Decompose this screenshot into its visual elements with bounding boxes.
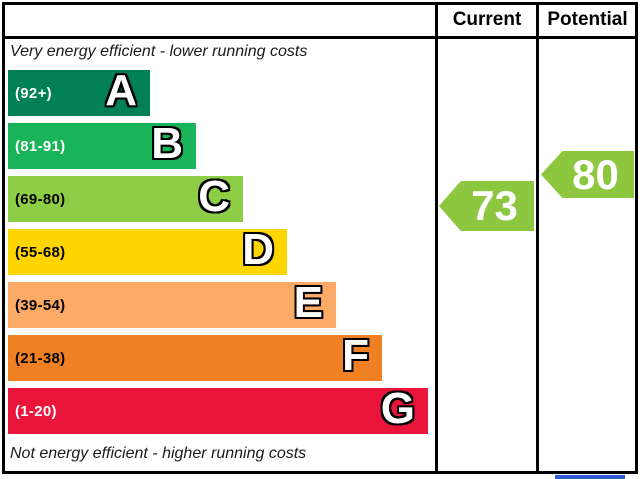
band-range-e: (39-54)	[15, 296, 66, 314]
band-row-c: (69-80) C	[8, 172, 243, 222]
potential-rating-value: 80	[572, 150, 619, 198]
band-row-e: (39-54) E	[8, 278, 336, 328]
band-letter-d: D	[242, 225, 274, 275]
bottom-caption: Not energy efficient - higher running co…	[10, 445, 307, 462]
band-range-f: (21-38)	[15, 349, 66, 367]
band-row-d: (55-68) D	[8, 225, 287, 275]
band-range-c: (69-80)	[15, 190, 66, 208]
potential-rating-arrow: 80	[541, 151, 634, 198]
potential-column-header: Potential	[547, 9, 628, 30]
band-letter-a: A	[105, 66, 137, 116]
band-letter-b: B	[151, 119, 183, 169]
current-rating-arrow: 73	[439, 181, 534, 231]
header-divider-line	[2, 36, 638, 39]
band-row-f: (21-38) F	[8, 331, 382, 381]
band-letter-c: C	[198, 172, 230, 222]
band-letter-g: G	[380, 384, 415, 434]
potential-column-divider	[536, 2, 539, 474]
band-letter-e: E	[293, 278, 323, 328]
band-range-d: (55-68)	[15, 243, 66, 261]
current-column-divider	[435, 2, 438, 474]
band-range-g: (1-20)	[15, 402, 57, 420]
band-row-a: (92+) A	[8, 66, 150, 116]
cropped-blue-bar	[555, 475, 625, 479]
band-range-b: (81-91)	[15, 137, 66, 155]
band-letter-f: F	[342, 331, 369, 381]
band-row-g: (1-20) G	[8, 384, 428, 434]
current-rating-value: 73	[471, 182, 518, 229]
top-caption: Very energy efficient - lower running co…	[10, 43, 308, 60]
band-range-a: (92+)	[15, 84, 52, 102]
band-row-b: (81-91) B	[8, 119, 196, 169]
current-column-header: Current	[452, 9, 522, 30]
